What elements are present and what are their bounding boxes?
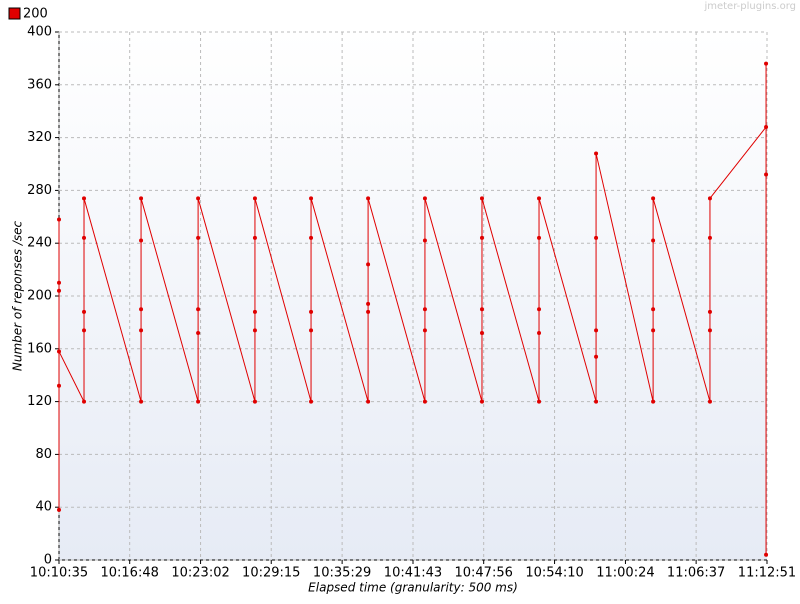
data-point — [594, 235, 599, 240]
data-point — [422, 196, 427, 201]
data-point — [422, 328, 427, 333]
data-point — [366, 301, 371, 306]
data-point — [707, 235, 712, 240]
x-tick-label: 10:47:56 — [454, 566, 512, 581]
data-point — [594, 328, 599, 333]
data-point — [479, 399, 484, 404]
data-point — [82, 328, 87, 333]
data-point — [537, 196, 542, 201]
data-point — [366, 399, 371, 404]
data-point — [252, 328, 257, 333]
data-point — [139, 399, 144, 404]
y-tick-label: 80 — [35, 447, 52, 462]
data-point — [57, 217, 61, 222]
data-point — [309, 309, 314, 314]
legend-swatch — [8, 7, 21, 20]
data-point — [309, 328, 314, 333]
data-point — [594, 354, 599, 359]
data-point — [309, 196, 314, 201]
x-tick-label: 10:10:35 — [30, 566, 88, 581]
x-tick-label: 11:06:37 — [667, 566, 725, 581]
data-point — [196, 235, 201, 240]
data-point — [764, 61, 769, 66]
data-point — [309, 235, 314, 240]
data-point — [57, 349, 61, 354]
data-point — [764, 552, 769, 557]
data-point — [764, 172, 769, 177]
data-point — [196, 330, 201, 335]
x-tick-label: 11:12:51 — [738, 566, 796, 581]
x-tick-label: 11:00:24 — [596, 566, 654, 581]
data-point — [537, 330, 542, 335]
x-tick-label: 10:29:15 — [242, 566, 300, 581]
data-point — [537, 307, 542, 312]
data-point — [196, 399, 201, 404]
data-point — [366, 262, 371, 267]
data-point — [537, 235, 542, 240]
data-point — [651, 328, 656, 333]
data-point — [57, 383, 61, 388]
x-axis-label: Elapsed time (granularity: 500 ms) — [308, 581, 518, 595]
data-point — [139, 307, 144, 312]
data-point — [82, 399, 87, 404]
data-point — [594, 151, 599, 156]
data-point — [82, 309, 87, 314]
data-point — [479, 307, 484, 312]
x-tick-label: 10:41:43 — [384, 566, 442, 581]
data-point — [422, 399, 427, 404]
y-axis-label: Number of reponses /sec — [11, 220, 25, 371]
data-point — [707, 399, 712, 404]
x-tick-label: 10:35:29 — [313, 566, 371, 581]
y-tick-label: 160 — [27, 341, 52, 356]
data-point — [422, 238, 427, 243]
data-point — [651, 238, 656, 243]
data-point — [57, 280, 61, 285]
y-tick-label: 120 — [27, 394, 52, 409]
data-point — [707, 309, 712, 314]
x-tick-label: 10:23:02 — [171, 566, 229, 581]
data-point — [252, 235, 257, 240]
data-point — [366, 196, 371, 201]
data-point — [57, 507, 61, 512]
data-point — [196, 196, 201, 201]
data-point — [479, 235, 484, 240]
x-tick-label: 10:54:10 — [525, 566, 583, 581]
data-point — [479, 330, 484, 335]
y-tick-label: 400 — [27, 25, 52, 40]
y-tick-label: 240 — [27, 236, 52, 251]
data-point — [252, 309, 257, 314]
data-point — [82, 235, 87, 240]
watermark: jmeter-plugins.org — [703, 1, 796, 12]
data-point — [594, 399, 599, 404]
data-point — [196, 307, 201, 312]
data-point — [651, 307, 656, 312]
data-point — [366, 309, 371, 314]
data-point — [764, 125, 769, 130]
y-tick-label: 40 — [35, 500, 52, 515]
data-point — [479, 196, 484, 201]
data-point — [651, 399, 656, 404]
data-point — [651, 196, 656, 201]
data-point — [57, 288, 61, 293]
data-point — [252, 196, 257, 201]
data-point — [139, 238, 144, 243]
y-tick-label: 280 — [27, 183, 52, 198]
series-line — [58, 63, 767, 555]
y-tick-label: 360 — [27, 77, 52, 92]
data-point — [537, 399, 542, 404]
legend-label: 200 — [23, 7, 48, 22]
data-point — [139, 328, 144, 333]
data-point — [422, 307, 427, 312]
data-point — [82, 196, 87, 201]
data-point — [707, 196, 712, 201]
data-point — [139, 196, 144, 201]
y-tick-label: 320 — [27, 130, 52, 145]
y-tick-label: 200 — [27, 289, 52, 304]
data-point — [309, 399, 314, 404]
y-tick-label: 0 — [44, 553, 52, 568]
data-point — [252, 399, 257, 404]
data-point — [707, 328, 712, 333]
x-tick-label: 10:16:48 — [100, 566, 158, 581]
